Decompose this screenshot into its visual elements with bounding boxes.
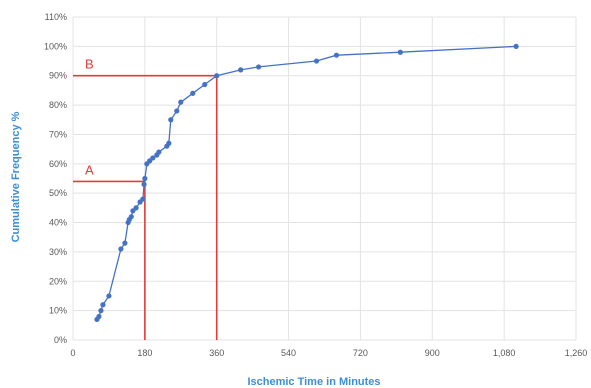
x-axis-title: Ischemic Time in Minutes [247,376,380,388]
x-tick-label: 540 [281,348,296,358]
y-tick-label: 20% [49,276,67,286]
data-point [156,149,162,155]
data-point [174,108,180,114]
y-tick-label: 40% [49,218,67,228]
data-point [333,52,340,58]
gridlines [72,16,577,341]
tick-labels: 0% 10% 20% 30% 40% 50% 60% 70% 80% 90% 100% 110% 0 18… [44,12,587,358]
y-tick-label: 0% [54,335,67,345]
data-point [238,67,244,73]
x-tick-label: 720 [353,348,368,358]
x-tick-label: 180 [137,348,152,358]
y-tick-label: 30% [49,247,67,257]
data-point [122,240,128,246]
data-point [133,205,139,211]
annotation-labels: AB [85,57,94,178]
data-point [190,90,196,96]
x-tick-label: 900 [425,348,440,358]
x-tick-label: 0 [70,348,75,358]
y-tick-label: 90% [49,71,67,81]
y-tick-label: 80% [49,100,67,110]
data-point [98,308,104,314]
y-tick-label: 110% [45,12,67,22]
x-tick-label: 1,080 [493,348,516,358]
series-line [96,45,517,320]
data-point [397,49,403,55]
data-point [96,313,102,320]
y-tick-label: 50% [49,188,67,198]
data-point [100,302,106,308]
y-tick-label: 100% [44,41,67,51]
data-point [128,214,134,220]
annotation-label: B [85,57,94,72]
data-series [94,43,519,323]
data-point [178,99,184,105]
data-point [106,293,112,299]
y-axis-title: Cumulative Frequency % [10,111,22,242]
data-point [214,73,220,79]
y-tick-label: 60% [49,159,67,169]
y-tick-label: 10% [49,306,67,316]
x-tick-label: 1,260 [565,348,588,358]
reference-lines [73,74,218,340]
data-point [142,175,148,182]
data-point [150,155,156,161]
data-point [202,81,208,88]
annotation-label: A [85,162,94,177]
y-tick-label: 70% [49,129,67,139]
data-point [140,196,146,202]
data-point [256,64,262,70]
data-point [118,246,124,252]
data-point [513,43,519,49]
data-point [313,58,320,64]
data-point [141,181,147,187]
x-tick-label: 360 [209,348,224,358]
data-point [168,117,174,123]
data-point [166,140,172,146]
